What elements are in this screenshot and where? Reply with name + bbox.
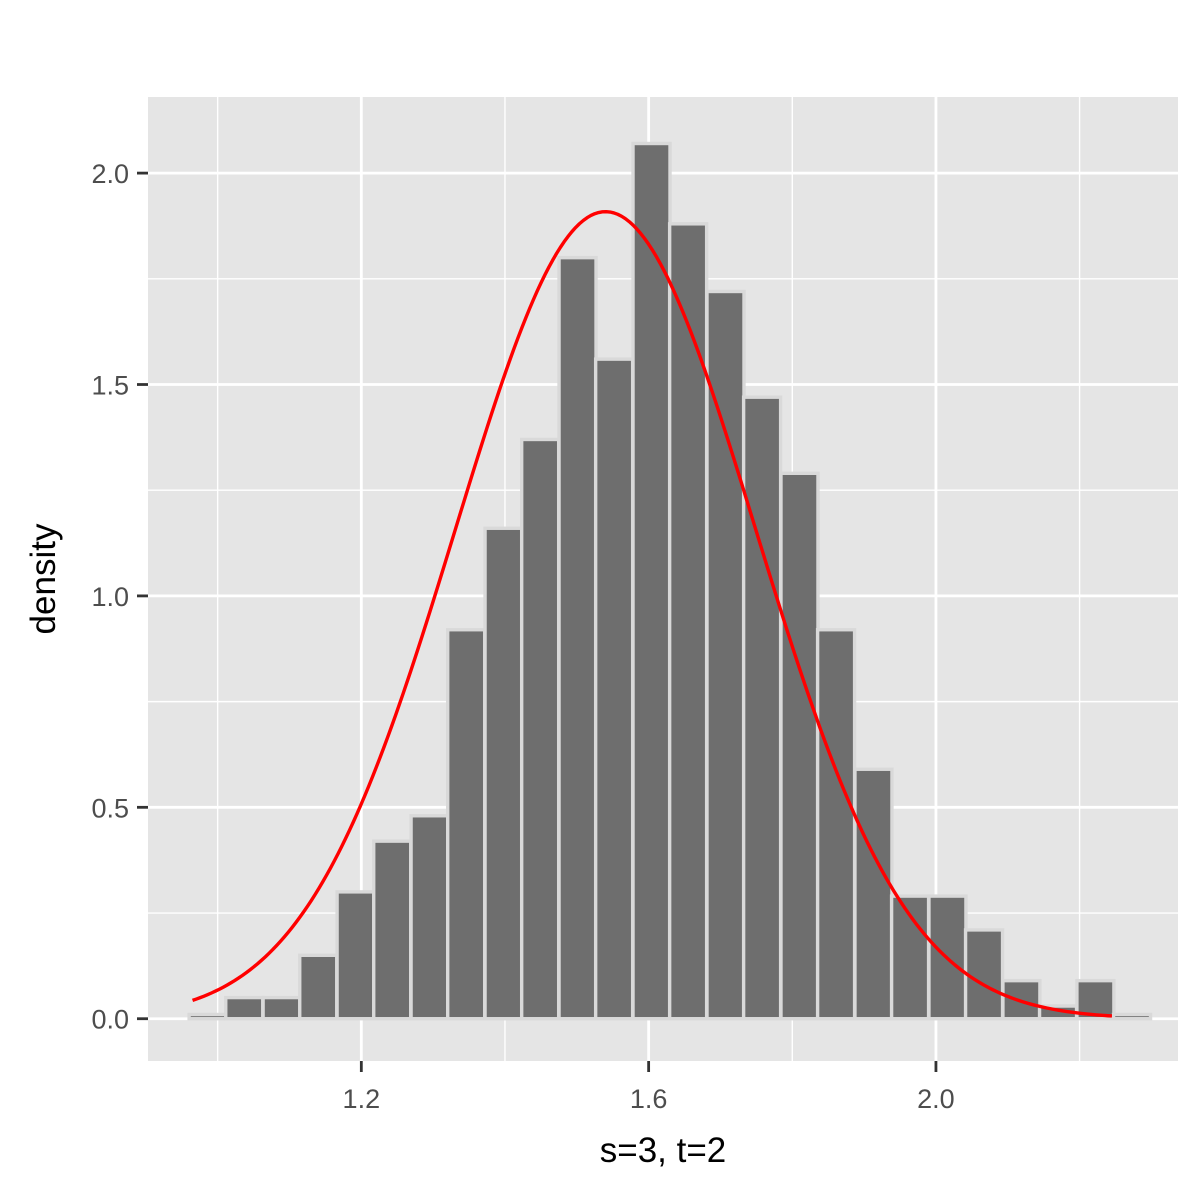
histogram-bar bbox=[298, 953, 339, 1021]
y-tick-label: 2.0 bbox=[91, 159, 129, 189]
histogram-bar bbox=[853, 767, 894, 1021]
y-axis-title: density bbox=[24, 523, 63, 634]
histogram-bar bbox=[483, 526, 524, 1021]
y-tick-label: 1.5 bbox=[91, 371, 129, 401]
y-axis: 0.0 0.5 1.0 1.5 2.0 bbox=[91, 159, 148, 1035]
histogram-bar bbox=[557, 255, 598, 1021]
histogram-bar bbox=[705, 289, 746, 1021]
density-curve bbox=[191, 209, 1113, 1018]
histogram-bar bbox=[815, 628, 857, 1021]
y-tick-label: 0.5 bbox=[91, 793, 129, 823]
histogram-bar bbox=[741, 395, 783, 1021]
histogram-bar bbox=[445, 628, 487, 1021]
x-tick-label: 1.2 bbox=[343, 1084, 381, 1114]
histogram-bar bbox=[779, 471, 820, 1021]
histogram-bar bbox=[261, 995, 302, 1021]
histogram-bar bbox=[889, 894, 931, 1021]
histogram-bar bbox=[631, 141, 672, 1021]
histogram-bar bbox=[963, 928, 1005, 1021]
histogram-bar bbox=[335, 890, 376, 1021]
histogram-bar bbox=[224, 995, 265, 1021]
histogram-bar bbox=[927, 894, 968, 1021]
histogram-bar bbox=[593, 357, 635, 1021]
histogram-bar bbox=[187, 1012, 228, 1021]
histogram-bar bbox=[409, 814, 450, 1021]
histogram-bar bbox=[372, 839, 413, 1021]
histogram-bar bbox=[519, 437, 561, 1021]
x-tick-label: 2.0 bbox=[917, 1084, 955, 1114]
histogram-bars bbox=[187, 141, 1153, 1021]
y-tick-label: 0.0 bbox=[91, 1005, 129, 1035]
x-axis: 1.2 1.6 2.0 bbox=[343, 1061, 955, 1114]
histogram-bar bbox=[667, 222, 709, 1021]
x-tick-label: 1.6 bbox=[630, 1084, 668, 1114]
y-tick-label: 1.0 bbox=[91, 582, 129, 612]
histogram-bar bbox=[1111, 1012, 1153, 1021]
x-axis-title: s=3, t=2 bbox=[600, 1131, 726, 1170]
